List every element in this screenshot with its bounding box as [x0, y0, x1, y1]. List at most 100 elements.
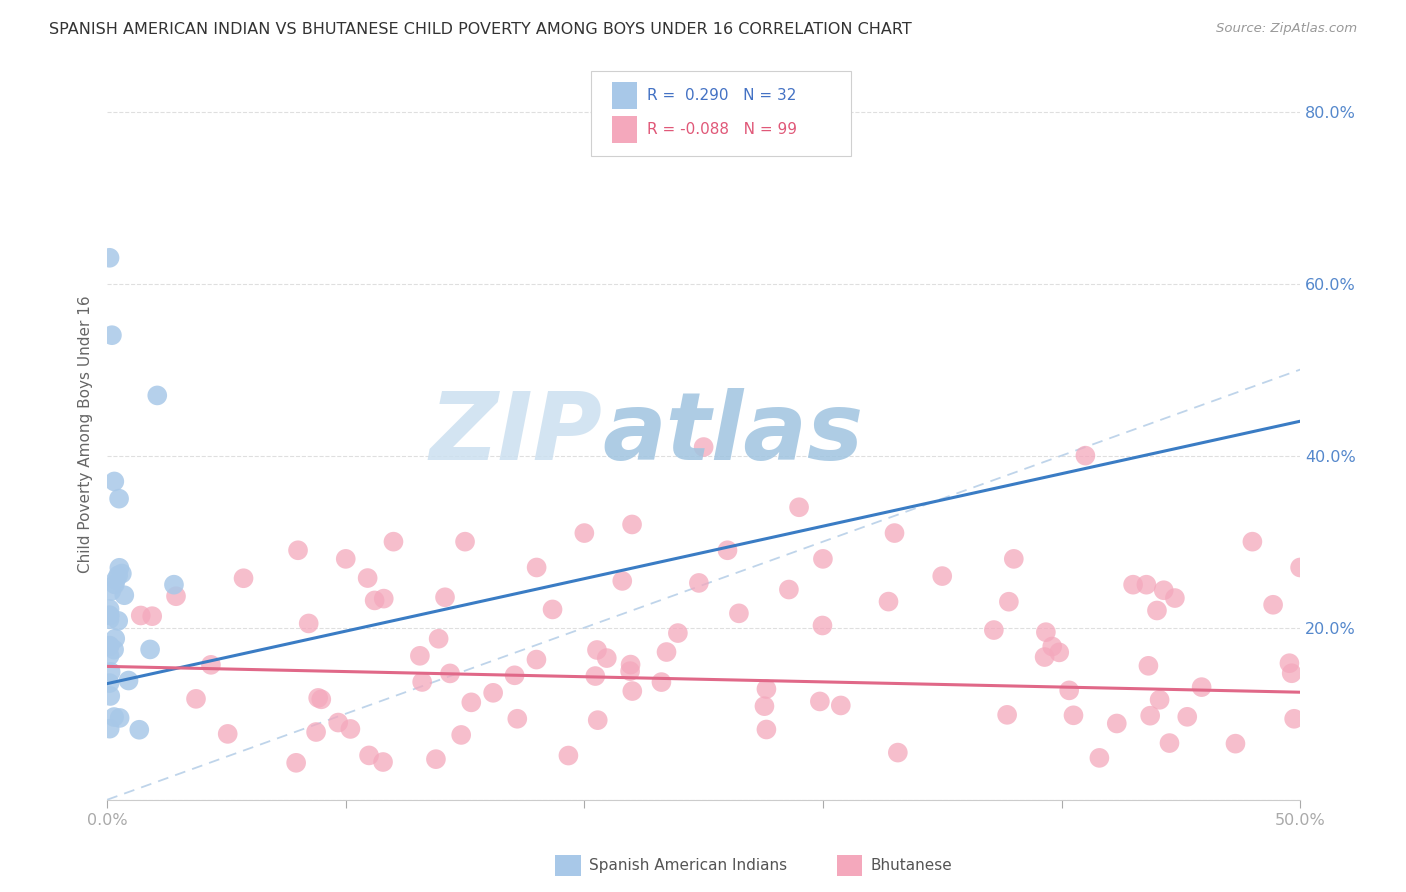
Point — [586, 643, 609, 657]
Point — [356, 571, 378, 585]
Point — [163, 577, 186, 591]
Point — [98, 608, 121, 623]
Point — [184, 691, 207, 706]
Point — [103, 642, 125, 657]
Point — [655, 645, 678, 659]
Point — [101, 328, 124, 343]
Point — [1281, 666, 1303, 681]
Point — [373, 591, 395, 606]
Point — [621, 684, 644, 698]
Point — [998, 595, 1021, 609]
Point — [98, 612, 121, 626]
Point — [619, 657, 641, 672]
Point — [1159, 736, 1181, 750]
Point — [1139, 708, 1161, 723]
Point — [108, 711, 131, 725]
Point — [541, 602, 564, 616]
Point — [454, 534, 477, 549]
Point — [305, 725, 328, 739]
Point — [716, 543, 738, 558]
Point — [1088, 751, 1111, 765]
Point — [583, 669, 606, 683]
Point — [129, 608, 152, 623]
Point — [482, 686, 505, 700]
Point — [108, 561, 131, 575]
Point — [1135, 577, 1157, 591]
Point — [1149, 693, 1171, 707]
Point — [1047, 645, 1070, 659]
Point — [586, 713, 609, 727]
Point — [778, 582, 800, 597]
Point — [108, 491, 131, 506]
Point — [100, 584, 122, 599]
Point — [808, 694, 831, 708]
Point — [363, 593, 385, 607]
Point — [596, 651, 619, 665]
Point — [830, 698, 852, 713]
Text: atlas: atlas — [602, 388, 863, 480]
Point — [104, 573, 127, 587]
Point — [526, 652, 548, 666]
Point — [557, 748, 579, 763]
Point — [754, 699, 776, 714]
Point — [103, 475, 125, 489]
Point — [692, 440, 714, 454]
Point — [117, 673, 139, 688]
Point — [104, 632, 127, 646]
Text: R =  0.290   N = 32: R = 0.290 N = 32 — [647, 88, 796, 103]
Point — [98, 608, 121, 623]
Point — [1282, 712, 1305, 726]
Point — [931, 569, 953, 583]
Point — [450, 728, 472, 742]
Point — [307, 690, 329, 705]
Point — [787, 500, 810, 515]
Point — [357, 748, 380, 763]
Point — [98, 648, 121, 663]
Point — [1164, 591, 1187, 605]
Point — [98, 722, 121, 736]
Point — [755, 681, 778, 696]
Text: R = -0.088   N = 99: R = -0.088 N = 99 — [647, 122, 797, 136]
Point — [98, 640, 121, 654]
Point — [434, 591, 457, 605]
Point — [98, 639, 121, 653]
Point — [1137, 658, 1160, 673]
Point — [1040, 640, 1063, 654]
Text: Spanish American Indians: Spanish American Indians — [589, 858, 787, 872]
Point — [439, 666, 461, 681]
Point — [100, 665, 122, 679]
Point — [98, 676, 121, 690]
Point — [98, 689, 121, 703]
Point — [112, 588, 135, 602]
Point — [1062, 708, 1084, 723]
Point — [688, 576, 710, 591]
Point — [1122, 577, 1144, 591]
Point — [887, 746, 910, 760]
Point — [650, 675, 672, 690]
Point — [427, 632, 450, 646]
Point — [139, 642, 162, 657]
Point — [1261, 598, 1284, 612]
Text: Source: ZipAtlas.com: Source: ZipAtlas.com — [1216, 22, 1357, 36]
Point — [411, 675, 433, 690]
Point — [1002, 552, 1025, 566]
Point — [98, 602, 121, 616]
Point — [811, 618, 834, 632]
Point — [1225, 737, 1247, 751]
Point — [339, 722, 361, 736]
Point — [409, 648, 432, 663]
Text: ZIP: ZIP — [429, 388, 602, 480]
Point — [98, 251, 121, 265]
Point — [1278, 656, 1301, 670]
Point — [200, 657, 222, 672]
Point — [298, 616, 321, 631]
Point — [983, 623, 1005, 637]
Point — [104, 577, 127, 591]
Point — [285, 756, 308, 770]
Point — [1035, 625, 1057, 640]
Point — [1241, 534, 1264, 549]
Point — [877, 594, 900, 608]
Point — [506, 712, 529, 726]
Text: SPANISH AMERICAN INDIAN VS BHUTANESE CHILD POVERTY AMONG BOYS UNDER 16 CORRELATI: SPANISH AMERICAN INDIAN VS BHUTANESE CHI… — [49, 22, 912, 37]
Point — [371, 755, 394, 769]
